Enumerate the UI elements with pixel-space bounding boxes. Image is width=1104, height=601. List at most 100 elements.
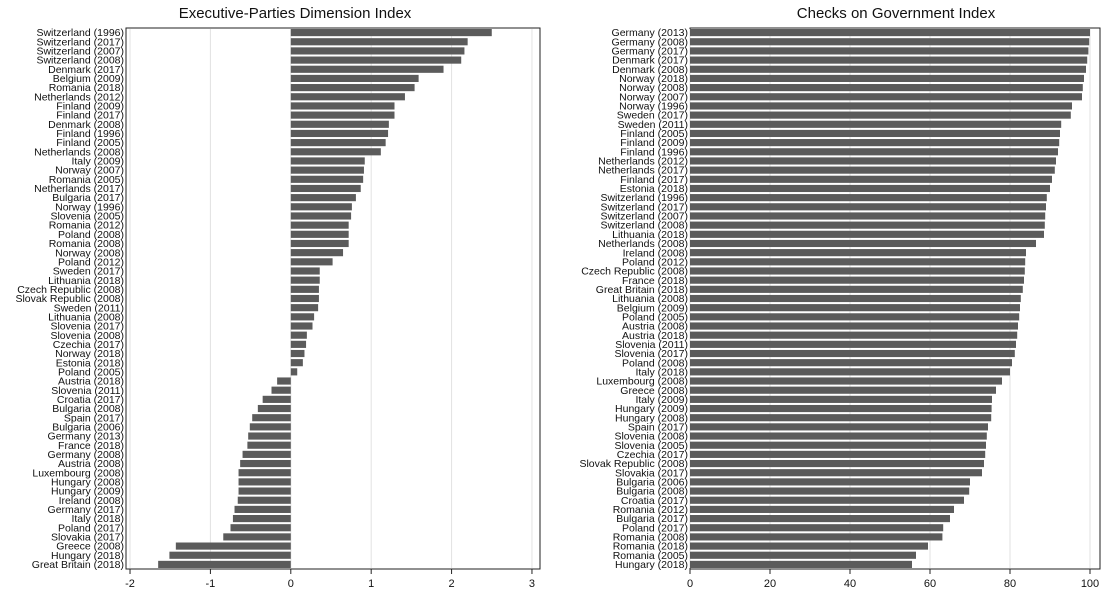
category-label: Germany (2017): [48, 504, 124, 516]
category-label: Germany (2013): [612, 27, 688, 39]
bar: [290, 93, 405, 101]
bar: [290, 129, 389, 138]
bar: [690, 487, 970, 495]
bar: [230, 524, 291, 532]
bar: [690, 478, 970, 486]
bar: [690, 514, 950, 523]
bar: [249, 423, 291, 431]
bar: [290, 221, 349, 229]
category-label: Hungary (2008): [615, 412, 688, 424]
chart-title-checks-on-government: Checks on Government Index: [797, 5, 996, 22]
category-label: Luxembourg (2008): [32, 467, 124, 479]
category-label: Slovenia (2005): [50, 211, 124, 223]
category-label: Denmark (2008): [612, 64, 688, 76]
bar: [271, 386, 291, 394]
category-label: Netherlands (2012): [598, 156, 688, 168]
bar: [240, 459, 291, 468]
category-label: Norway (2018): [619, 73, 688, 85]
category-label: Hungary (2018): [51, 550, 124, 562]
x-tick-label: 2: [449, 578, 455, 590]
bar: [690, 322, 1018, 330]
category-label: Spain (2017): [64, 412, 124, 424]
bar: [290, 29, 492, 37]
bar: [290, 267, 320, 275]
category-label: Bulgaria (2008): [616, 486, 688, 498]
bar: [290, 56, 462, 64]
category-label: Norway (1996): [55, 201, 124, 213]
bar: [690, 157, 1056, 165]
category-label: Romania (2012): [49, 220, 124, 232]
category-label: Poland (2008): [622, 357, 688, 369]
category-label: Hungary (2009): [615, 403, 688, 415]
bar: [690, 414, 992, 422]
bar: [690, 102, 1072, 110]
category-label: Romania (2005): [613, 550, 688, 562]
category-label: Lithuania (2018): [612, 229, 688, 241]
category-label: Norway (2007): [55, 165, 124, 177]
category-label: Slovenia (2017): [50, 321, 124, 333]
bar: [290, 102, 395, 110]
bar: [690, 267, 1025, 275]
bar: [690, 505, 954, 513]
bar: [690, 524, 944, 532]
bar: [238, 478, 291, 486]
category-label: Denmark (2017): [612, 55, 688, 67]
bar: [290, 322, 313, 330]
bar: [690, 432, 987, 440]
category-label: Sweden (2011): [54, 302, 124, 314]
x-tick-label: 80: [1004, 578, 1016, 590]
category-label: Germany (2017): [612, 46, 688, 58]
category-label: Sweden (2011): [618, 119, 688, 131]
category-label: Slovak Republic (2008): [579, 458, 688, 470]
category-label: Bulgaria (2017): [616, 513, 688, 525]
category-label: Norway (2007): [619, 91, 688, 103]
bar: [290, 203, 352, 211]
x-tick-label: 20: [764, 578, 776, 590]
bar: [232, 514, 291, 523]
category-label: Austria (2008): [58, 458, 124, 470]
bar: [277, 377, 291, 385]
category-label: Sweden (2017): [53, 266, 124, 278]
bar: [290, 184, 361, 193]
category-label: Belgium (2009): [53, 73, 124, 85]
bar: [690, 304, 1020, 312]
x-tick-label: 100: [1081, 578, 1099, 590]
bar: [252, 414, 291, 422]
bar: [290, 194, 356, 202]
category-label: Italy (2018): [71, 513, 124, 525]
category-label: Switzerland (2017): [36, 36, 124, 48]
category-label: Germany (2008): [48, 449, 124, 461]
chart-title-executive-parties: Executive-Parties Dimension Index: [179, 5, 412, 22]
bar: [290, 84, 415, 92]
category-label: Lithuania (2008): [48, 311, 124, 323]
bar: [290, 120, 389, 128]
bar: [690, 212, 1046, 220]
bar: [690, 93, 1082, 101]
bar: [690, 359, 1012, 367]
category-label: Estonia (2018): [620, 183, 688, 195]
category-label: Finland (2005): [620, 128, 688, 140]
bar: [690, 258, 1026, 266]
bar: [290, 38, 468, 46]
bar: [690, 340, 1016, 348]
category-label: Bulgaria (2008): [52, 403, 124, 415]
x-tick-label: 0: [288, 578, 294, 590]
category-label: Norway (2018): [55, 348, 124, 360]
x-tick-label: 0: [687, 578, 693, 590]
bar: [690, 533, 943, 541]
bar: [290, 313, 315, 321]
bar: [690, 29, 1090, 37]
category-label: Hungary (2008): [51, 476, 124, 488]
x-tick-label: 40: [844, 578, 856, 590]
category-label: Poland (2008): [58, 229, 124, 241]
executive-parties-panel: Executive-Parties Dimension Index -2 -1 0 1…: [15, 5, 541, 590]
bar: [690, 148, 1058, 156]
bar: [248, 432, 291, 440]
category-label: Luxembourg (2008): [596, 376, 688, 388]
bar: [290, 285, 319, 293]
bar: [242, 450, 291, 458]
category-label: Denmark (2008): [48, 119, 124, 131]
category-label: Czech Republic (2008): [17, 284, 124, 296]
category-label: France (2018): [622, 275, 688, 287]
